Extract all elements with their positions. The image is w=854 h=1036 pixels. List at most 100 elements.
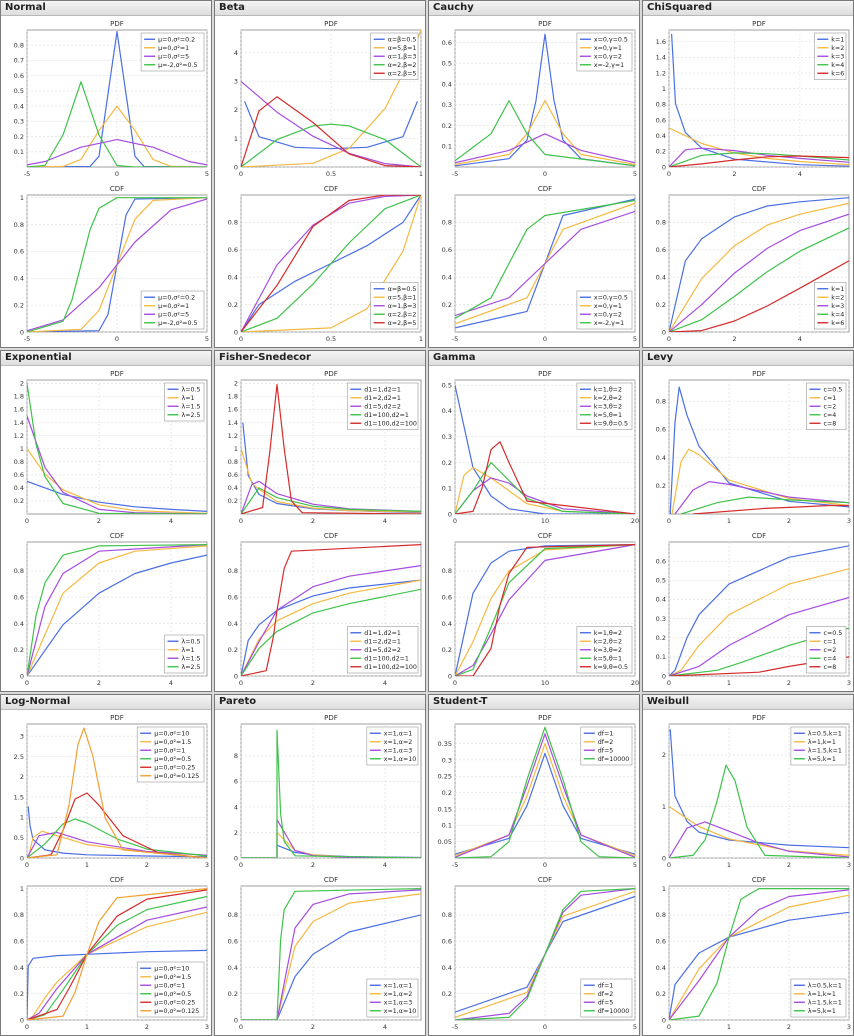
x-tick-label: 5 [633,861,637,869]
series-line-1 [27,554,207,676]
x-tick-label: 0 [543,1023,547,1031]
chart-heading: PDF [538,370,552,378]
x-tick-label: 0 [667,861,671,869]
legend: df=1 df=2df=5 df=10000 [580,978,633,1018]
legend: k=1,θ=2k=2,θ=2 k=3,θ=2k=5,θ=1 k=9,θ=0.5 [576,626,633,674]
y-tick-label: 0.4 [228,964,238,972]
y-tick-label: 0.6 [14,593,24,601]
legend-label: μ=0,σ²=10 [154,965,189,972]
chart-heading: PDF [324,714,338,722]
y-tick-label: 0.4 [656,454,666,462]
x-tick-label: 0 [239,335,243,343]
levy-pdf-chart: PDF 0 1 2 3 0.2 0.4 0.6 0.8 c=0.5 c=1c=2 c=4c=8 [656,370,851,525]
legend: c=0.5c=1 c=2c=4 c=8 [806,626,847,674]
x-tick-label: 0 [25,861,29,869]
chart-heading: PDF [538,20,552,28]
y-tick-label: 2 [234,106,238,114]
legend-label: df=5 [598,747,614,754]
legend-label: k=5,θ=1 [594,655,622,662]
x-tick-label: 0 [667,335,671,343]
legend-label: df=5 [598,999,614,1006]
series-line-5 [241,384,421,514]
exponential-cdf-chart: CDF 0 2 4 0 0.2 0.4 0.6 0.8 λ=0.5 λ=1λ=1.5 λ=2.5 [14,532,208,687]
y-tick-label: 0.1 [656,653,666,661]
y-tick-label: 0.5 [442,60,452,68]
series-line-1 [669,729,849,849]
x-tick-label: 3 [847,517,851,525]
y-tick-label: 0 [662,854,666,862]
legend: μ=0,σ²=0.2 μ=0,σ²=1μ=0,σ²=5 μ=-2,σ²=0.5 [140,32,205,72]
legend-label: α=β=0.5 [388,286,417,293]
y-tick-label: 0.4 [442,620,452,628]
chart-heading: PDF [538,714,552,722]
legend: x=0,γ=0.5 x=0,γ=1x=0,γ=2 x=-2,γ=1 [576,290,633,330]
x-tick-label: 4 [798,335,802,343]
series-line-5 [27,792,207,858]
y-tick-label: 0.8 [656,397,666,405]
series-line-1 [241,914,421,1020]
x-tick-label: 4 [169,679,173,687]
y-tick-label: 4 [234,803,238,811]
series-line-1 [27,480,207,512]
x-tick-label: 0 [543,335,547,343]
levy-cdf-chart: CDF 0 1 2 3 0 0.1 0.2 0.3 0.4 0.5 0.6 c=0.5c=1 c=2c=4… [656,532,851,687]
y-tick-label: 0.2 [228,990,238,998]
x-tick-label: 0 [667,170,671,178]
y-tick-label: 0.6 [656,937,666,945]
y-tick-label: 1.6 [14,406,24,414]
x-tick-label: 1 [727,679,731,687]
y-tick-label: 1 [234,135,238,143]
legend-label: c=0.5 [824,630,843,637]
y-tick-label: 0 [448,672,452,680]
legend: x=1,α=1 x=1,α=2x=1,α=3 x=1,α=10 [366,978,419,1018]
legend-label: λ=5,k=1 [808,1008,836,1015]
legend-label: λ=0.5,k=1 [808,730,842,737]
y-tick-label: 1.4 [228,419,238,427]
x-tick-label: 0 [667,1023,671,1031]
panel-student-t: Student-T PDF -5 0 5 0.05 0.1 0.15 0.2 0.25 0.3 0.3… [428,694,640,1036]
legend-label: μ=0,σ²=1 [154,982,185,989]
legend: k=1k=2 k=3k=4 k=6 [814,282,847,330]
series-line-3 [674,481,849,514]
y-tick-label: 4 [234,49,238,57]
chart-heading: CDF [110,185,124,193]
chart-heading: CDF [538,876,552,884]
panel-title: ChiSquared [643,1,853,16]
x-tick-label: -5 [452,861,458,869]
y-tick-label: 2 [20,380,24,388]
series-line-2 [27,448,207,514]
y-tick-label: 0.8 [656,219,666,227]
x-tick-label: 2 [732,170,736,178]
chisquared-cdf-chart: CDF 0 2 4 0 0.2 0.4 0.6 0.8 k=1k=2 k=3k=4 k=6 [656,185,850,343]
x-tick-label: 4 [383,679,387,687]
panel-normal: Normal PDF -5 0 5 0.1 0.2 0.3 0.4 0.5 0.6 0.7 0.8 μ=0… [0,0,212,348]
x-tick-label: 0 [239,170,243,178]
legend-label: α=5,β=1 [388,294,417,301]
legend: λ=0.5,k=1 λ=1,k=1λ=1.5,k=1 λ=5,k=1 [790,726,847,766]
series-line-3 [241,819,421,858]
y-tick-label: 0.6 [14,72,24,80]
x-tick-label: 0 [239,1023,243,1031]
x-tick-label: 20 [631,679,639,687]
panel-cauchy: Cauchy PDF -5 0 5 0.1 0.2 0.3 0.4 0.5 0.6 x=0,γ=0.5… [428,0,640,348]
legend: α=β=0.5α=5,β=1 α=1,β=3α=2,β=2 α=2,β=5 [370,282,419,330]
legend-label: α=β=0.5 [388,36,417,43]
series-line-4 [669,764,849,858]
legend-label: k=1,θ=2 [594,630,622,637]
legend-label: λ=5,k=1 [808,756,836,763]
legend-label: μ=0,σ²=0.2 [158,36,195,43]
series-line-1 [455,33,635,167]
pareto-pdf-chart: PDF 0 2 4 0 2 4 6 8 x=1,α=1 x=1,α=2x=1,α=3 x=1,α=10 [234,714,422,869]
series-line-4 [455,726,635,858]
panel-title: Levy [643,351,853,366]
chart-heading: CDF [110,876,124,884]
y-tick-label: 1.8 [228,393,238,401]
x-tick-label: 3 [847,679,851,687]
y-tick-label: 1.5 [14,793,24,801]
legend-label: x=1,α=2 [384,739,412,746]
y-tick-label: 0.2 [228,497,238,505]
panel-title: Normal [1,1,211,16]
y-tick-label: 1 [20,445,24,453]
x-tick-label: 2 [787,1023,791,1031]
y-tick-label: 0.3 [442,433,452,441]
